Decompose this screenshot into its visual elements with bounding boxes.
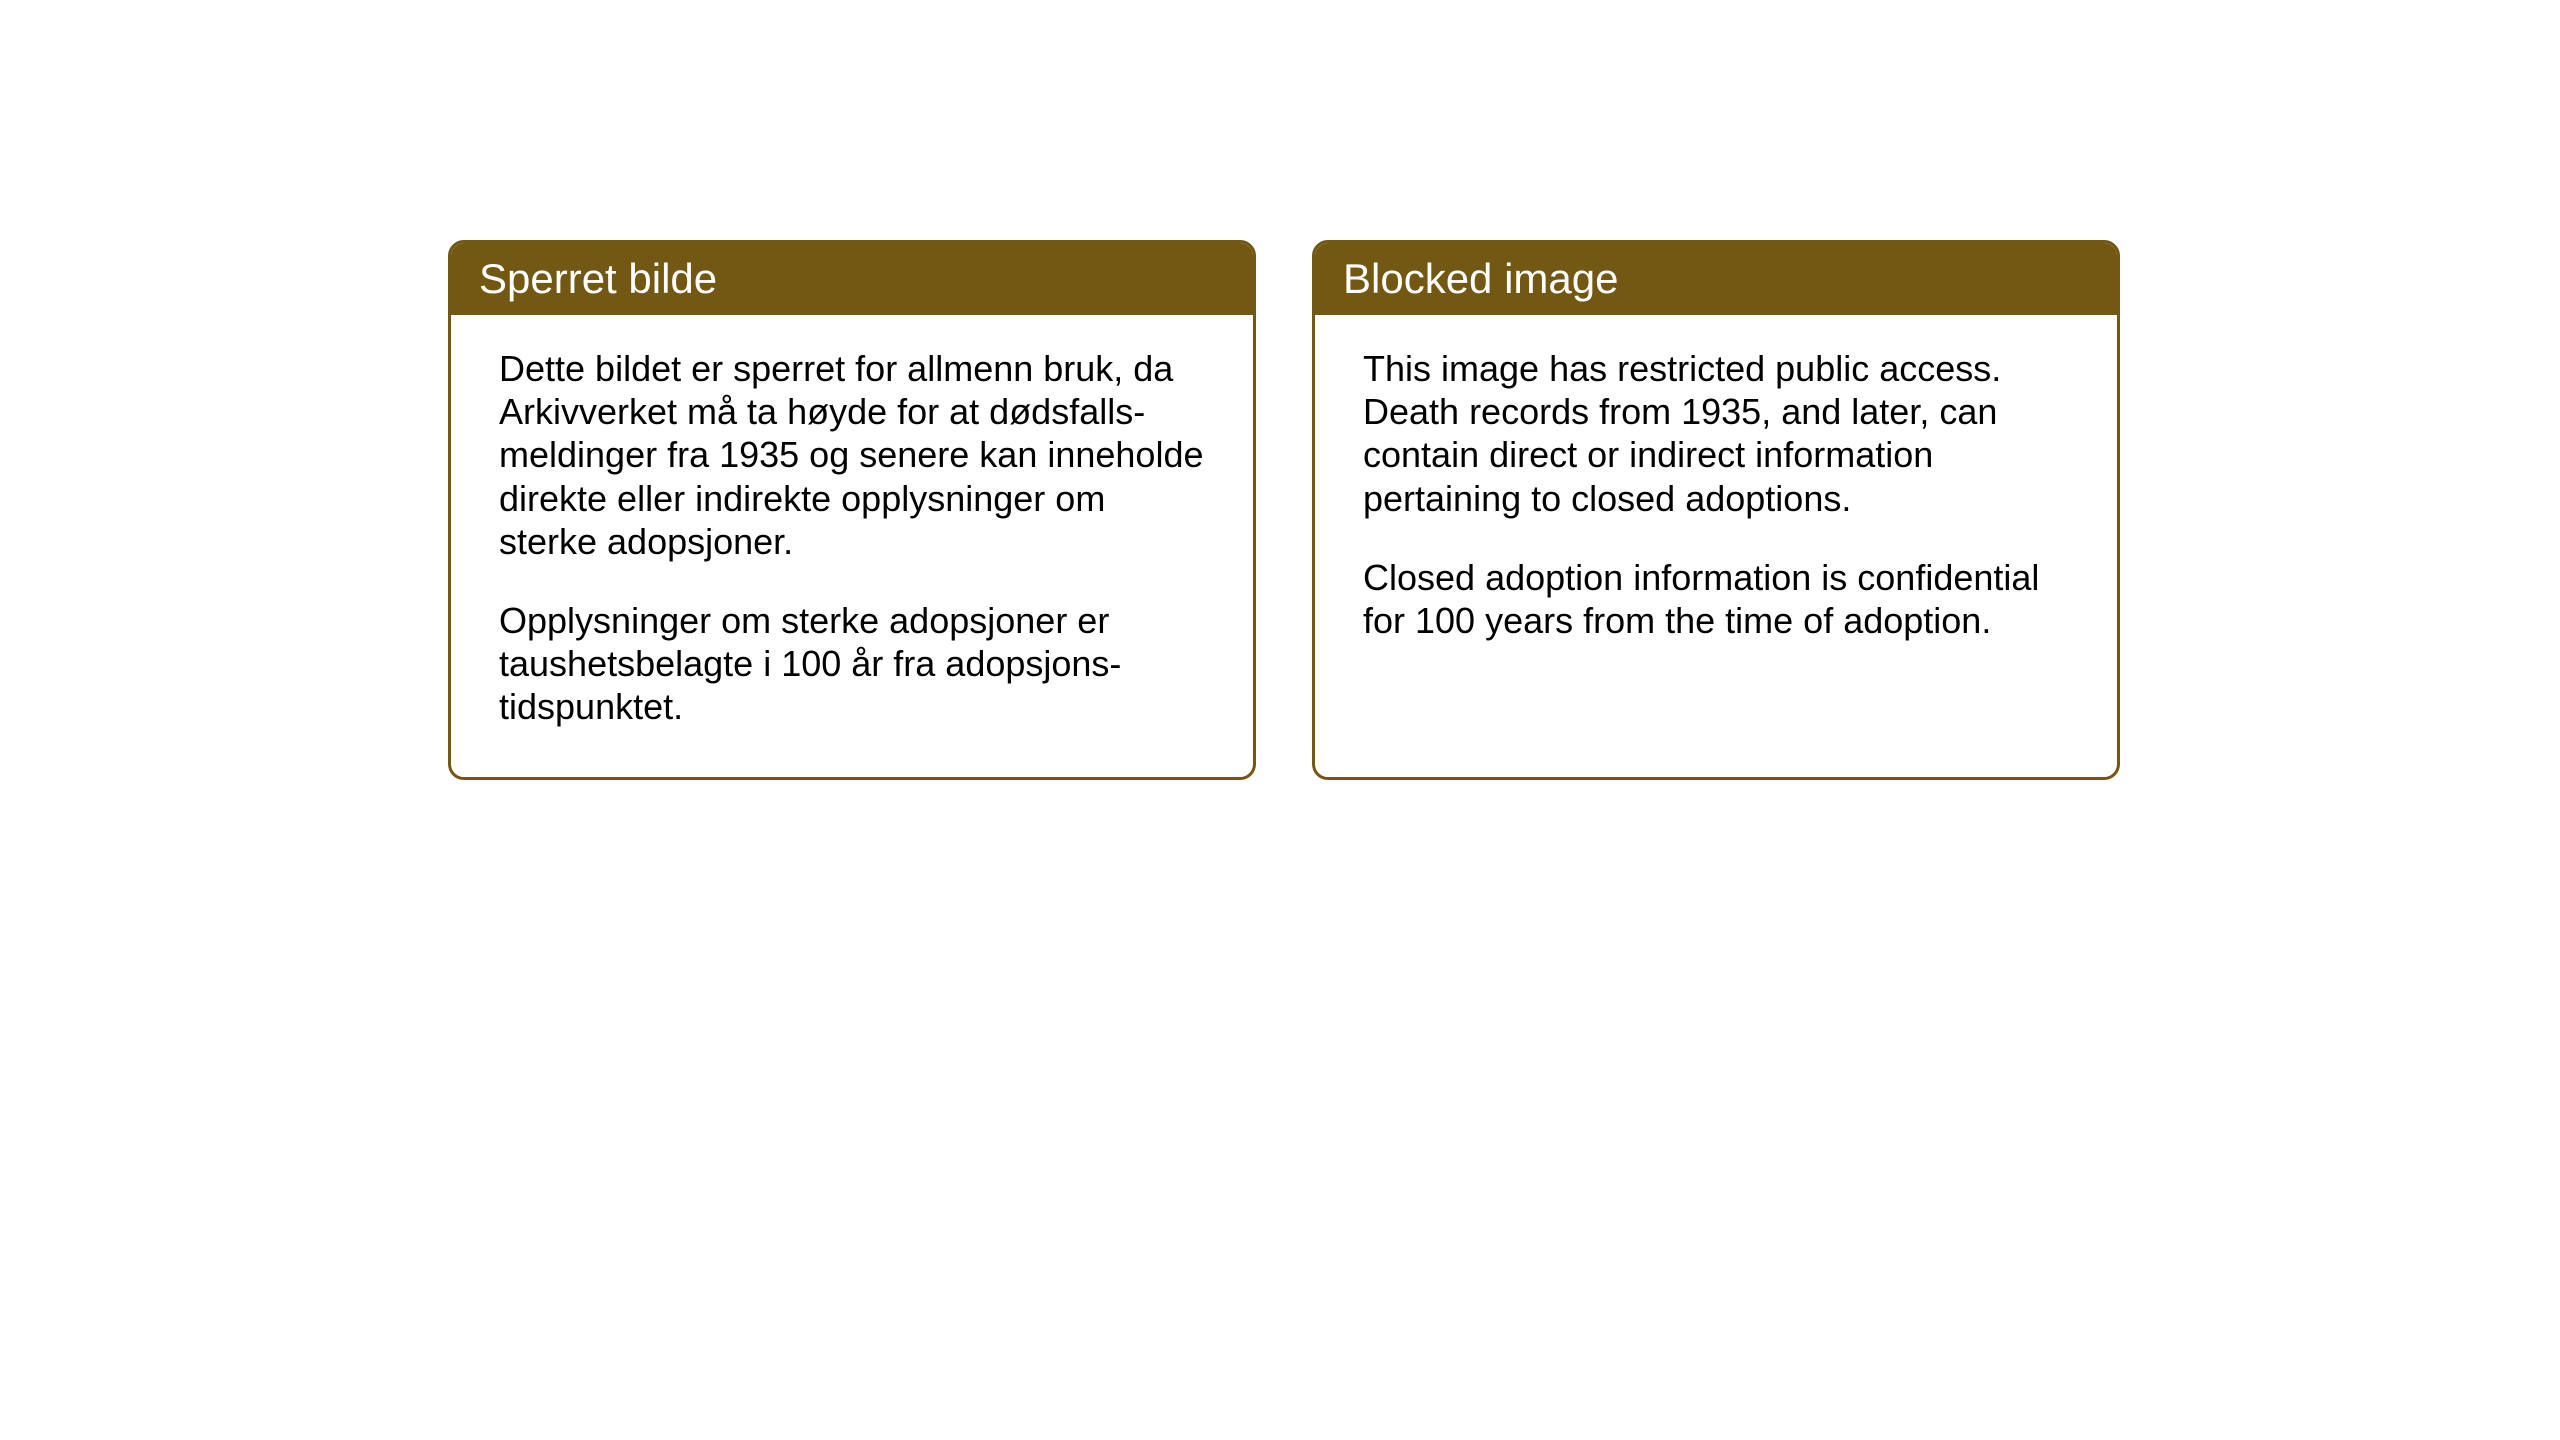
notice-cards-container: Sperret bilde Dette bildet er sperret fo…: [448, 240, 2120, 780]
norwegian-paragraph-2: Opplysninger om sterke adopsjoner er tau…: [499, 599, 1205, 729]
english-card-body: This image has restricted public access.…: [1315, 315, 2117, 690]
norwegian-card-title: Sperret bilde: [451, 243, 1253, 315]
english-notice-card: Blocked image This image has restricted …: [1312, 240, 2120, 780]
english-card-title: Blocked image: [1315, 243, 2117, 315]
norwegian-paragraph-1: Dette bildet er sperret for allmenn bruk…: [499, 347, 1205, 563]
english-paragraph-2: Closed adoption information is confident…: [1363, 556, 2069, 642]
norwegian-notice-card: Sperret bilde Dette bildet er sperret fo…: [448, 240, 1256, 780]
english-paragraph-1: This image has restricted public access.…: [1363, 347, 2069, 520]
norwegian-card-body: Dette bildet er sperret for allmenn bruk…: [451, 315, 1253, 777]
